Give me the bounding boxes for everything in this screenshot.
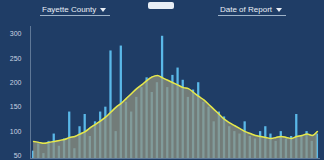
svg-text:50: 50 — [14, 152, 22, 159]
svg-text:100: 100 — [10, 128, 22, 135]
html-text:Fayette County: Fayette County — [42, 5, 97, 14]
svg-text:200: 200 — [10, 79, 22, 86]
svg-text:300: 300 — [10, 30, 22, 37]
svg-text:150: 150 — [10, 103, 22, 110]
svg-text:250: 250 — [10, 55, 22, 62]
html-text:Date of Report: Date of Report — [220, 5, 272, 14]
